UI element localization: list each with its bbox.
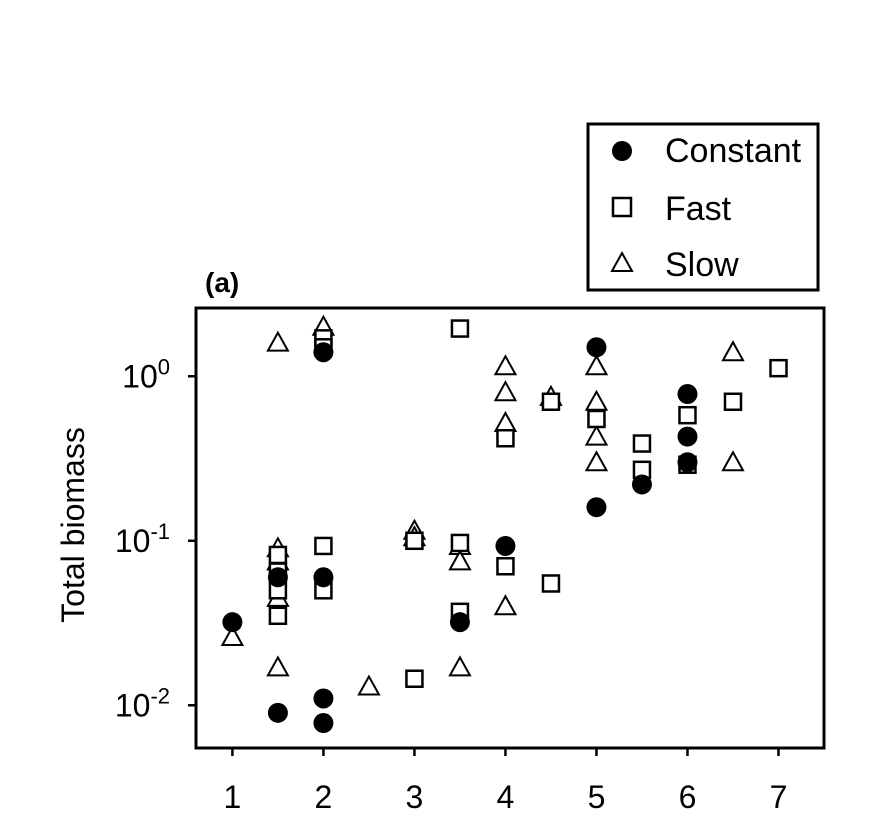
point-fast (541, 574, 561, 593)
point-slow (493, 354, 518, 376)
legend-label-constant: Constant (665, 132, 802, 170)
point-slow (493, 410, 518, 432)
x-tick-label: 1 (224, 779, 242, 815)
legend-item-slow: Slow (610, 246, 739, 284)
point-fast (405, 669, 424, 688)
panel-label: (a) (205, 267, 239, 298)
point-slow (584, 354, 609, 376)
point-slow (721, 450, 745, 472)
point-slow (220, 624, 245, 647)
point-fast (405, 531, 424, 551)
legend-label-slow: Slow (665, 246, 739, 284)
point-constant (267, 702, 288, 723)
legend-item-constant: Constant (612, 132, 802, 170)
point-constant (677, 452, 698, 473)
x-axis-ticks: 1 2 3 4 5 6 7 (224, 748, 788, 815)
point-fast (496, 428, 515, 448)
data-points (220, 314, 788, 734)
point-constant (586, 497, 607, 518)
x-tick-label: 3 (406, 779, 424, 815)
plot-frame (194, 306, 826, 750)
point-constant (449, 612, 470, 633)
point-constant (313, 713, 334, 734)
point-constant (267, 567, 288, 588)
point-slow (493, 594, 518, 616)
point-fast (314, 536, 333, 556)
x-tick-label: 5 (588, 779, 606, 815)
legend-marker-fast (611, 196, 633, 218)
point-constant (495, 535, 516, 556)
point-slow (266, 330, 290, 352)
point-slow (448, 655, 472, 677)
y-tick-label: 100 (122, 354, 170, 394)
y-tick-label: 10-1 (115, 519, 170, 559)
point-fast (450, 533, 470, 553)
point-constant (222, 612, 243, 633)
x-tick-label: 7 (770, 779, 788, 815)
legend: Constant Fast Slow (586, 122, 820, 292)
point-slow (493, 380, 518, 402)
point-constant (677, 384, 698, 405)
point-constant (313, 688, 334, 709)
y-axis-ticks: 100 10-1 10-2 (115, 354, 196, 723)
point-slow (266, 655, 290, 677)
point-fast (587, 409, 606, 429)
x-tick-label: 2 (315, 779, 333, 815)
point-constant (677, 426, 698, 447)
point-slow (584, 424, 609, 446)
point-fast (496, 557, 515, 576)
x-tick-label: 4 (497, 779, 515, 815)
y-tick-label: 10-2 (115, 683, 170, 723)
point-fast (450, 319, 470, 338)
y-axis-label: Total biomass (55, 427, 91, 623)
point-constant (631, 474, 652, 495)
legend-label-fast: Fast (665, 190, 732, 228)
legend-marker-constant (612, 141, 632, 161)
point-fast (678, 405, 697, 425)
legend-item-fast: Fast (611, 190, 732, 228)
point-slow (584, 389, 609, 411)
legend-marker-slow (610, 250, 634, 272)
point-fast (723, 392, 743, 412)
point-fast (769, 358, 788, 378)
x-tick-label: 6 (679, 779, 697, 815)
point-slow (584, 450, 609, 472)
point-constant (586, 337, 607, 358)
point-slow (357, 674, 381, 696)
point-fast (541, 392, 561, 412)
point-slow (448, 549, 472, 571)
point-constant (313, 342, 334, 363)
point-fast (268, 606, 288, 626)
point-constant (313, 567, 334, 588)
point-fast (632, 434, 652, 453)
point-slow (721, 340, 745, 362)
point-fast (268, 545, 288, 565)
